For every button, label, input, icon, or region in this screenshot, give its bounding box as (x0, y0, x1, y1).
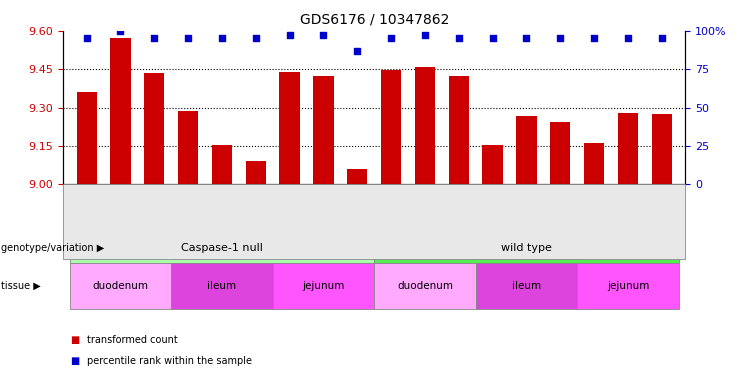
Bar (178, 111, 199, 184)
Point (453, 35, 465, 41)
Bar (76, 92, 97, 184)
Point (520, 35, 532, 41)
Bar (381, 70, 402, 184)
Bar (313, 76, 333, 184)
Text: duodenum: duodenum (93, 281, 148, 291)
Text: tissue ▶: tissue ▶ (1, 281, 41, 291)
Point (182, 35, 194, 41)
Point (487, 35, 499, 41)
Point (216, 35, 228, 41)
Text: percentile rank within the sample: percentile rank within the sample (87, 356, 252, 366)
Title: GDS6176 / 10347862: GDS6176 / 10347862 (299, 13, 449, 27)
Bar (651, 114, 672, 184)
Point (554, 35, 566, 41)
Point (284, 32, 296, 38)
Bar (279, 72, 300, 184)
Point (385, 35, 397, 41)
Point (148, 35, 160, 41)
Point (656, 35, 668, 41)
Point (419, 32, 431, 38)
Bar (212, 145, 232, 184)
Text: ileum: ileum (207, 281, 236, 291)
Text: genotype/variation ▶: genotype/variation ▶ (1, 243, 104, 253)
Point (115, 28, 127, 34)
Bar (347, 169, 368, 184)
Text: Caspase-1 null: Caspase-1 null (181, 243, 263, 253)
Text: duodenum: duodenum (397, 281, 453, 291)
Bar (246, 161, 266, 184)
Bar (144, 73, 165, 184)
Point (588, 35, 600, 41)
Bar (516, 116, 536, 184)
Text: ■: ■ (70, 335, 79, 345)
Point (250, 35, 262, 41)
Text: transformed count: transformed count (87, 335, 177, 345)
Bar (584, 143, 604, 184)
Point (318, 32, 330, 38)
Text: wild type: wild type (501, 243, 552, 253)
Bar (448, 76, 469, 184)
Bar (550, 122, 571, 184)
Point (622, 35, 634, 41)
Bar (415, 66, 435, 184)
Bar (110, 38, 130, 184)
Bar (618, 113, 638, 184)
Text: jejunum: jejunum (302, 281, 345, 291)
Bar (482, 145, 502, 184)
Text: ■: ■ (70, 356, 79, 366)
Point (81, 35, 93, 41)
Text: ileum: ileum (512, 281, 541, 291)
Point (351, 48, 363, 54)
Text: jejunum: jejunum (607, 281, 649, 291)
